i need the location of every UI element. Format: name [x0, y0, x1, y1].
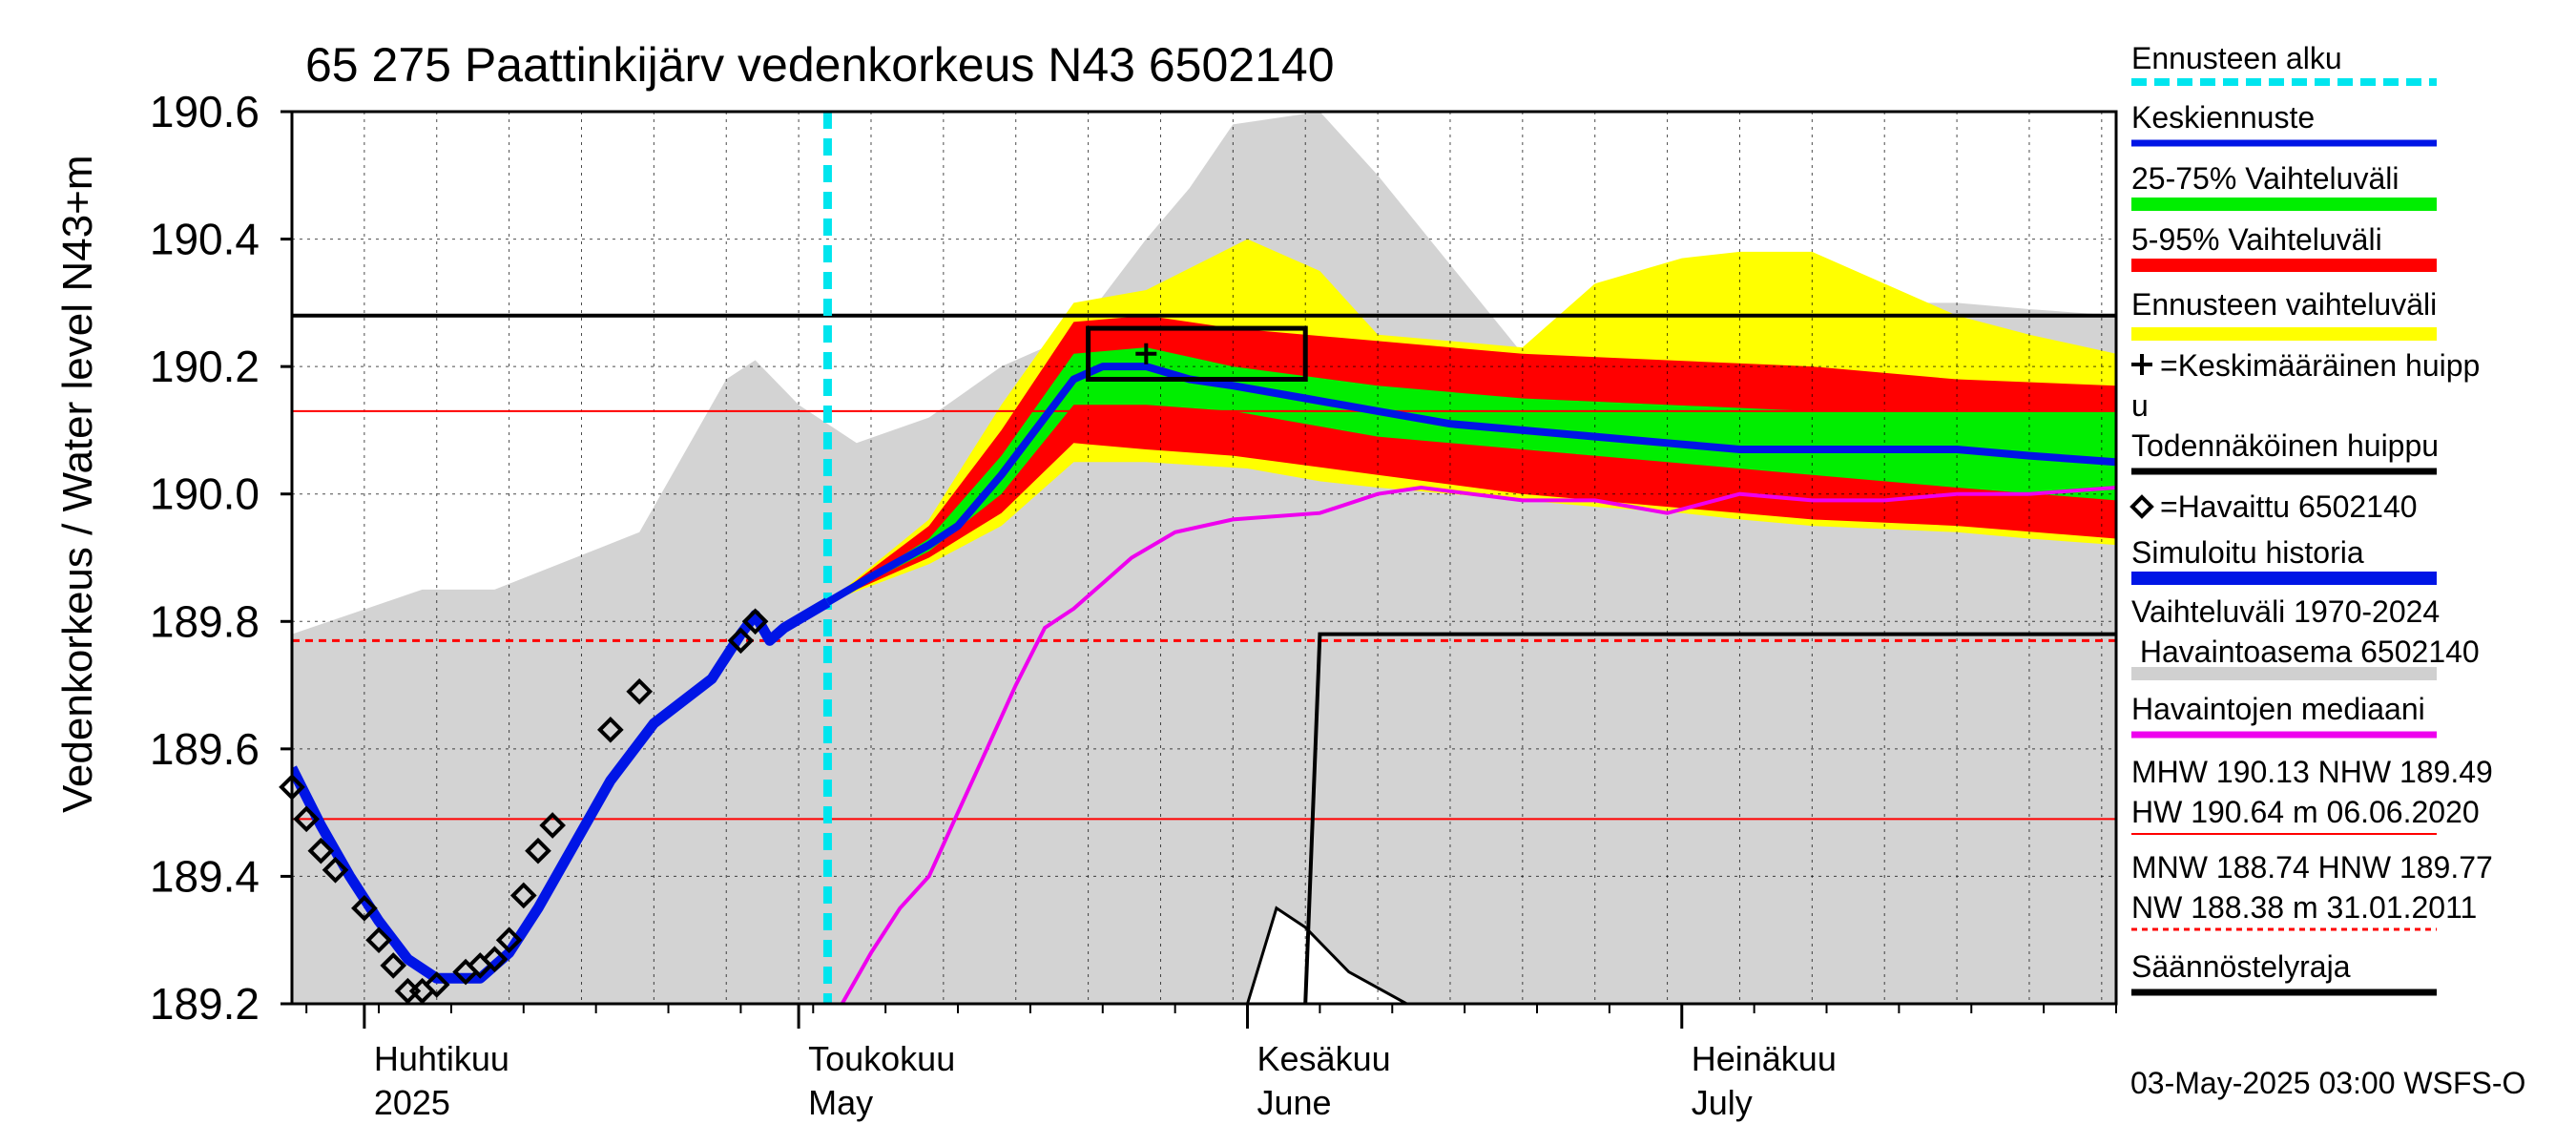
- observed-point: [423, 971, 450, 998]
- month-label-fi: Heinäkuu: [1692, 1039, 1837, 1078]
- observed-point: [293, 805, 321, 833]
- observed-point: [365, 926, 392, 954]
- legend-label: =Keskimääräinen huipp u: [2131, 348, 2480, 423]
- legend-label: MHW 190.13 NHW 189.49 HW 190.64 m 06.06.2…: [2131, 755, 2493, 829]
- observed-point: [525, 837, 551, 864]
- legend-label: Vaihteluväli 1970-2024 Havaintoasema 650…: [2131, 594, 2480, 669]
- y-axis-label: Vedenkorkeus / Water level: [54, 303, 101, 813]
- observed-point: [481, 946, 509, 973]
- legend-label: Ennusteen alku: [2131, 41, 2342, 75]
- observed-point: [495, 926, 523, 954]
- y-tick-label: 189.8: [150, 596, 260, 646]
- legend: Ennusteen alku Keskiennuste 25-75% Vaihtel…: [2129, 41, 2493, 996]
- legend-label: 5-95% Vaihteluväli: [2131, 222, 2382, 257]
- observed-point: [626, 677, 654, 705]
- y-tick-label: 190.2: [150, 342, 260, 391]
- observed-median-line: [840, 485, 2116, 1004]
- month-label-en: July: [1692, 1083, 1753, 1122]
- legend-label: Todennäköinen huippu: [2131, 428, 2439, 463]
- data-lines: [292, 112, 2116, 1004]
- observed-point: [597, 716, 624, 743]
- y-tick-label: 189.2: [150, 979, 260, 1029]
- month-label-fi: Toukokuu: [808, 1039, 955, 1078]
- y-tick-label: 190.4: [150, 215, 260, 264]
- observed-point: [509, 882, 537, 909]
- observed-point: [351, 894, 378, 922]
- y-tick-label: 190.0: [150, 469, 260, 519]
- observed-point: [727, 627, 755, 655]
- chart-title: 65 275 Paattinkijärv vedenkorkeus N43 65…: [305, 38, 1335, 92]
- observed-point: [741, 608, 769, 635]
- observed-point: [380, 952, 407, 979]
- plot-frame: [290, 110, 2118, 1006]
- x-axis-ticks: Huhtikuu 2025 Toukokuu May Kesäkuu June Heinäk…: [305, 1004, 2117, 1122]
- observed-point: [539, 812, 566, 839]
- legend-label: Ennusteen vaihteluväli: [2131, 287, 2437, 322]
- simulated-history-line: [292, 597, 831, 984]
- y-tick-label: 189.6: [150, 724, 260, 774]
- peak-distribution-area: [1073, 907, 2116, 1004]
- legend-label: Säännöstelyraja: [2131, 949, 2351, 984]
- regulation-limit-line: [1303, 632, 2116, 1004]
- history-range-area: [292, 112, 2116, 1004]
- month-label-en: 2025: [374, 1083, 450, 1122]
- y-tick-label: 189.4: [150, 851, 260, 901]
- y-tick-label: 190.6: [150, 87, 260, 136]
- observed-point: [322, 856, 349, 884]
- observed-point: [307, 837, 335, 864]
- month-label-en: June: [1257, 1083, 1332, 1122]
- month-label-fi: Kesäkuu: [1257, 1039, 1391, 1078]
- legend-label: MNW 188.74 HNW 189.77 NW 188.38 m 31.01.2…: [2131, 850, 2493, 925]
- probable-peak-box: [1086, 325, 1308, 383]
- y-axis-ticks: 190.6 190.4 190.2 190.0 189.8 189.6 189.4 189.2: [150, 87, 292, 1029]
- observed-markers: [279, 608, 769, 1005]
- mean-peak-marker: [1135, 343, 1157, 364]
- legend-label: Keskiennuste: [2131, 100, 2315, 135]
- legend-label: =Havaittu 6502140: [2160, 489, 2418, 524]
- y-axis-unit: N43+m: [54, 155, 101, 291]
- legend-diamond-swatch: [2129, 494, 2154, 519]
- footer-timestamp: 03-May-2025 03:00 WSFS-O: [2130, 1066, 2525, 1100]
- legend-label: Havaintojen mediaani: [2131, 692, 2425, 726]
- legend-label: 25-75% Vaihteluväli: [2131, 161, 2399, 196]
- mean-forecast-line: [825, 363, 2116, 606]
- history-range-band: [292, 112, 2116, 1004]
- month-label-fi: Huhtikuu: [374, 1039, 509, 1078]
- legend-plus-swatch: [2131, 354, 2152, 375]
- peak-distribution-line: [1073, 906, 2116, 1004]
- month-label-en: May: [808, 1083, 873, 1122]
- legend-label: Simuloitu historia: [2131, 535, 2364, 570]
